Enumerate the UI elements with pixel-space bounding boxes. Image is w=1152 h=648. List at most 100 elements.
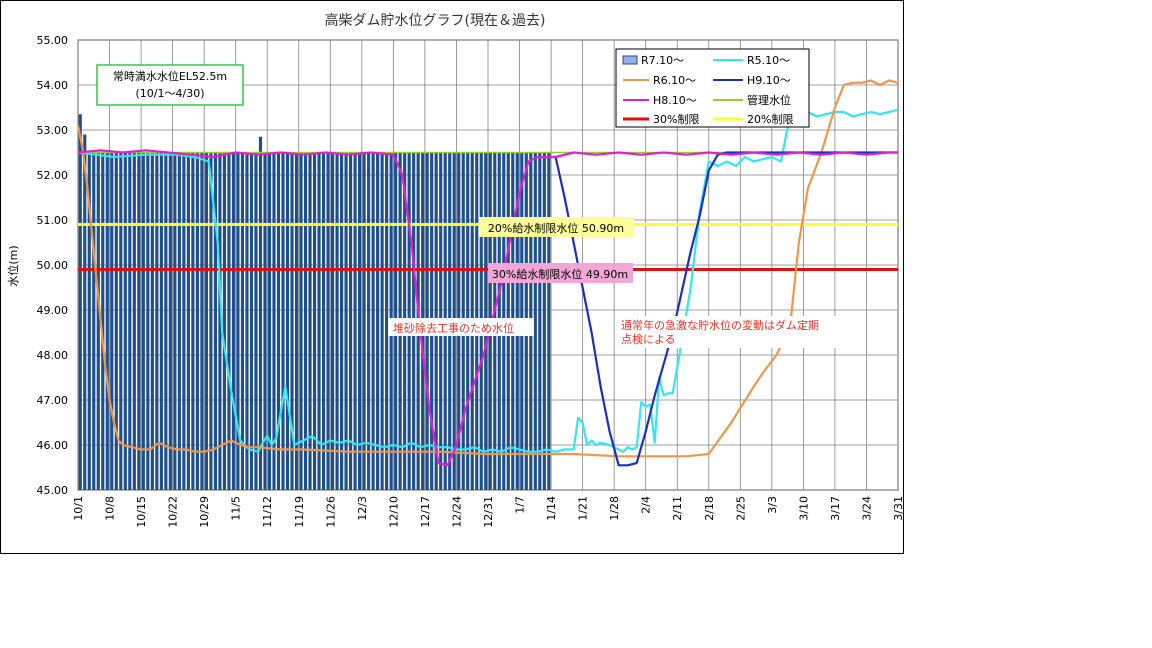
bar-r7 [258,136,263,490]
x-tick-label: 11/26 [324,496,337,528]
bar-r7 [159,152,163,490]
x-tick-label: 2/25 [734,496,747,521]
bar-r7 [371,152,375,490]
bar-r7 [538,152,542,490]
bar-r7 [380,152,384,490]
legend-h8: H8.10～ [653,94,697,107]
legend-20: 20%制限 [747,113,793,126]
x-tick-label: 11/12 [261,496,274,528]
bar-r7 [177,152,181,490]
y-tick-label: 47.00 [37,394,69,407]
annotation-full-level: 常時満水水位EL52.5m (10/1～4/30) [96,64,244,106]
legend-r6: R6.10～ [653,74,696,87]
y-tick-label: 49.00 [37,304,69,317]
bar-r7 [164,152,168,490]
bar-r7 [128,152,132,490]
bar-r7 [294,152,299,490]
note-inspection-1: 通常年の急激な貯水位の変動はダム定期 [621,318,819,332]
x-tick-label: 3/24 [860,496,873,521]
x-tick-label: 10/1 [72,496,85,521]
x-tick-label: 2/4 [640,496,653,514]
x-tick-label: 2/18 [703,496,716,521]
bar-r7 [299,152,303,490]
bar-r7 [195,152,199,490]
note-dredging: 堆砂除去工事のため水位 [393,321,514,335]
bar-r7 [173,152,177,490]
x-tick-label: 3/31 [892,496,905,521]
x-tick-label: 12/24 [450,496,463,528]
legend-r5: R5.10～ [747,54,790,67]
note-inspection-2: 点検による [621,332,676,346]
x-tick-label: 10/22 [167,496,180,528]
x-tick-label: 1/28 [608,496,621,521]
bar-r7 [285,152,290,490]
y-tick-label: 50.00 [37,259,69,272]
legend-r7: R7.10～ [641,54,684,67]
bar-r7 [114,152,118,490]
bar-r7 [249,152,254,490]
bar-r7 [200,152,204,490]
bar-r7 [281,152,285,490]
series-line-1 [76,79,899,458]
annotation-dredging: 堆砂除去工事のため水位 [388,318,534,336]
x-tick-label: 12/31 [482,496,495,528]
x-tick-label: 12/17 [419,496,432,528]
bar-r7 [376,152,380,490]
bar-r7 [87,152,91,490]
series-line-3 [77,149,898,467]
bar-r7 [303,152,308,490]
bar-r7 [186,152,190,490]
series-line-0 [77,108,899,453]
y-tick-label: 53.00 [37,124,69,137]
bar-r7 [339,152,344,490]
x-tick-label: 10/15 [135,496,148,528]
x-tick-label: 11/19 [293,496,306,528]
bar-r7 [231,152,236,490]
bar-r7 [146,152,150,490]
x-tick-label: 3/10 [797,496,810,521]
legend: R7.10～ R5.10～ R6.10～ H9.10～ H8.10～ 管理水位 … [615,48,810,128]
bar-r7 [168,152,172,490]
bar-r7 [542,152,546,490]
bar-r7 [245,152,249,490]
bar-r7 [326,152,330,490]
bar-r7 [132,152,136,490]
y-tick-label: 46.00 [37,439,69,452]
legend-kanri: 管理水位 [747,93,791,107]
bar-r7 [105,152,109,490]
bar-r7 [267,152,272,490]
bar-r7 [78,114,82,490]
legend-swatch-r7 [622,55,638,65]
bar-r7 [344,152,348,490]
y-tick-label: 55.00 [37,34,69,47]
bar-r7 [290,152,294,490]
bar-r7 [137,152,141,490]
full-level-line2: (10/1～4/30) [136,87,205,100]
x-tick-label: 12/10 [387,496,400,528]
bar-r7 [254,152,258,490]
bar-r7 [385,152,389,490]
bar-r7 [83,134,87,490]
reservoir-chart: 高柴ダム貯水位グラフ(現在＆過去) 水位(m) 45.00 46.00 47.00 4… [6,12,905,528]
chart-frame: 高柴ダム貯水位グラフ(現在＆過去) 水位(m) 45.00 46.00 47.00 4… [0,0,905,554]
annotation-30-limit: 30%給水制限水位 49.90m [488,263,633,283]
bar-r7 [204,152,208,490]
chart-title: 高柴ダム貯水位グラフ(現在＆過去) [325,12,546,29]
bar-r7 [263,152,267,490]
bar-r7 [123,152,127,490]
bar-r7 [547,152,551,490]
full-level-line1: 常時満水水位EL52.5m [113,69,227,83]
x-tick-label: 2/11 [671,496,684,521]
bar-r7 [236,152,240,490]
y-axis-label: 水位(m) [6,245,20,286]
legend-h9: H9.10～ [747,74,791,87]
y-tick-label: 52.00 [37,169,69,182]
x-tick-label: 11/5 [230,496,243,521]
bar-r7 [209,152,213,490]
label-20-limit: 20%給水制限水位 50.90m [488,221,624,235]
bar-r7 [227,152,231,490]
bar-r7 [330,152,335,490]
x-tick-label: 12/3 [356,496,369,521]
bar-r7 [150,152,154,490]
bar-r7 [317,152,321,490]
